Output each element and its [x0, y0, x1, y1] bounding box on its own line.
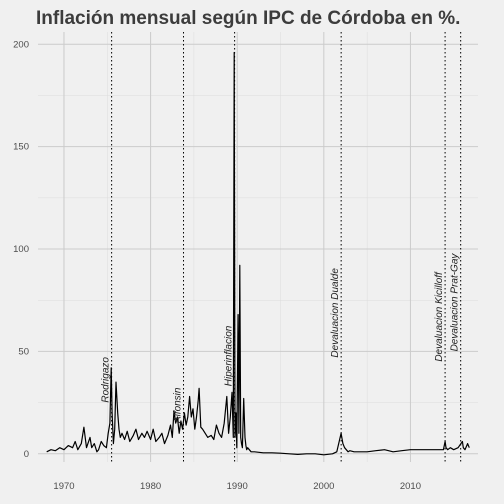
- event-label: Rodrigazo: [101, 357, 112, 403]
- tick-layer: 1970 1980 1990 2000 2010 0 50 100 150 200: [13, 39, 421, 492]
- event-label: Hiperinflacion: [224, 325, 235, 386]
- event-label: Alfonsin: [173, 387, 184, 424]
- event-label: Devaluacion Dualde: [330, 268, 341, 358]
- y-tick-label: 200: [13, 39, 29, 50]
- y-tick-label: 0: [24, 449, 29, 460]
- x-tick-label: 1970: [53, 481, 74, 492]
- y-tick-label: 150: [13, 142, 29, 153]
- event-label: Devaluacion Prat-Gay: [450, 253, 461, 352]
- event-layer: [112, 32, 461, 462]
- x-tick-label: 1990: [227, 481, 248, 492]
- event-label: Devaluacion Kicilloff: [434, 271, 445, 362]
- x-tick-label: 2010: [400, 481, 421, 492]
- y-tick-label: 100: [13, 244, 29, 255]
- y-tick-label: 50: [18, 346, 29, 357]
- x-tick-label: 2000: [313, 481, 334, 492]
- x-tick-label: 1980: [140, 481, 161, 492]
